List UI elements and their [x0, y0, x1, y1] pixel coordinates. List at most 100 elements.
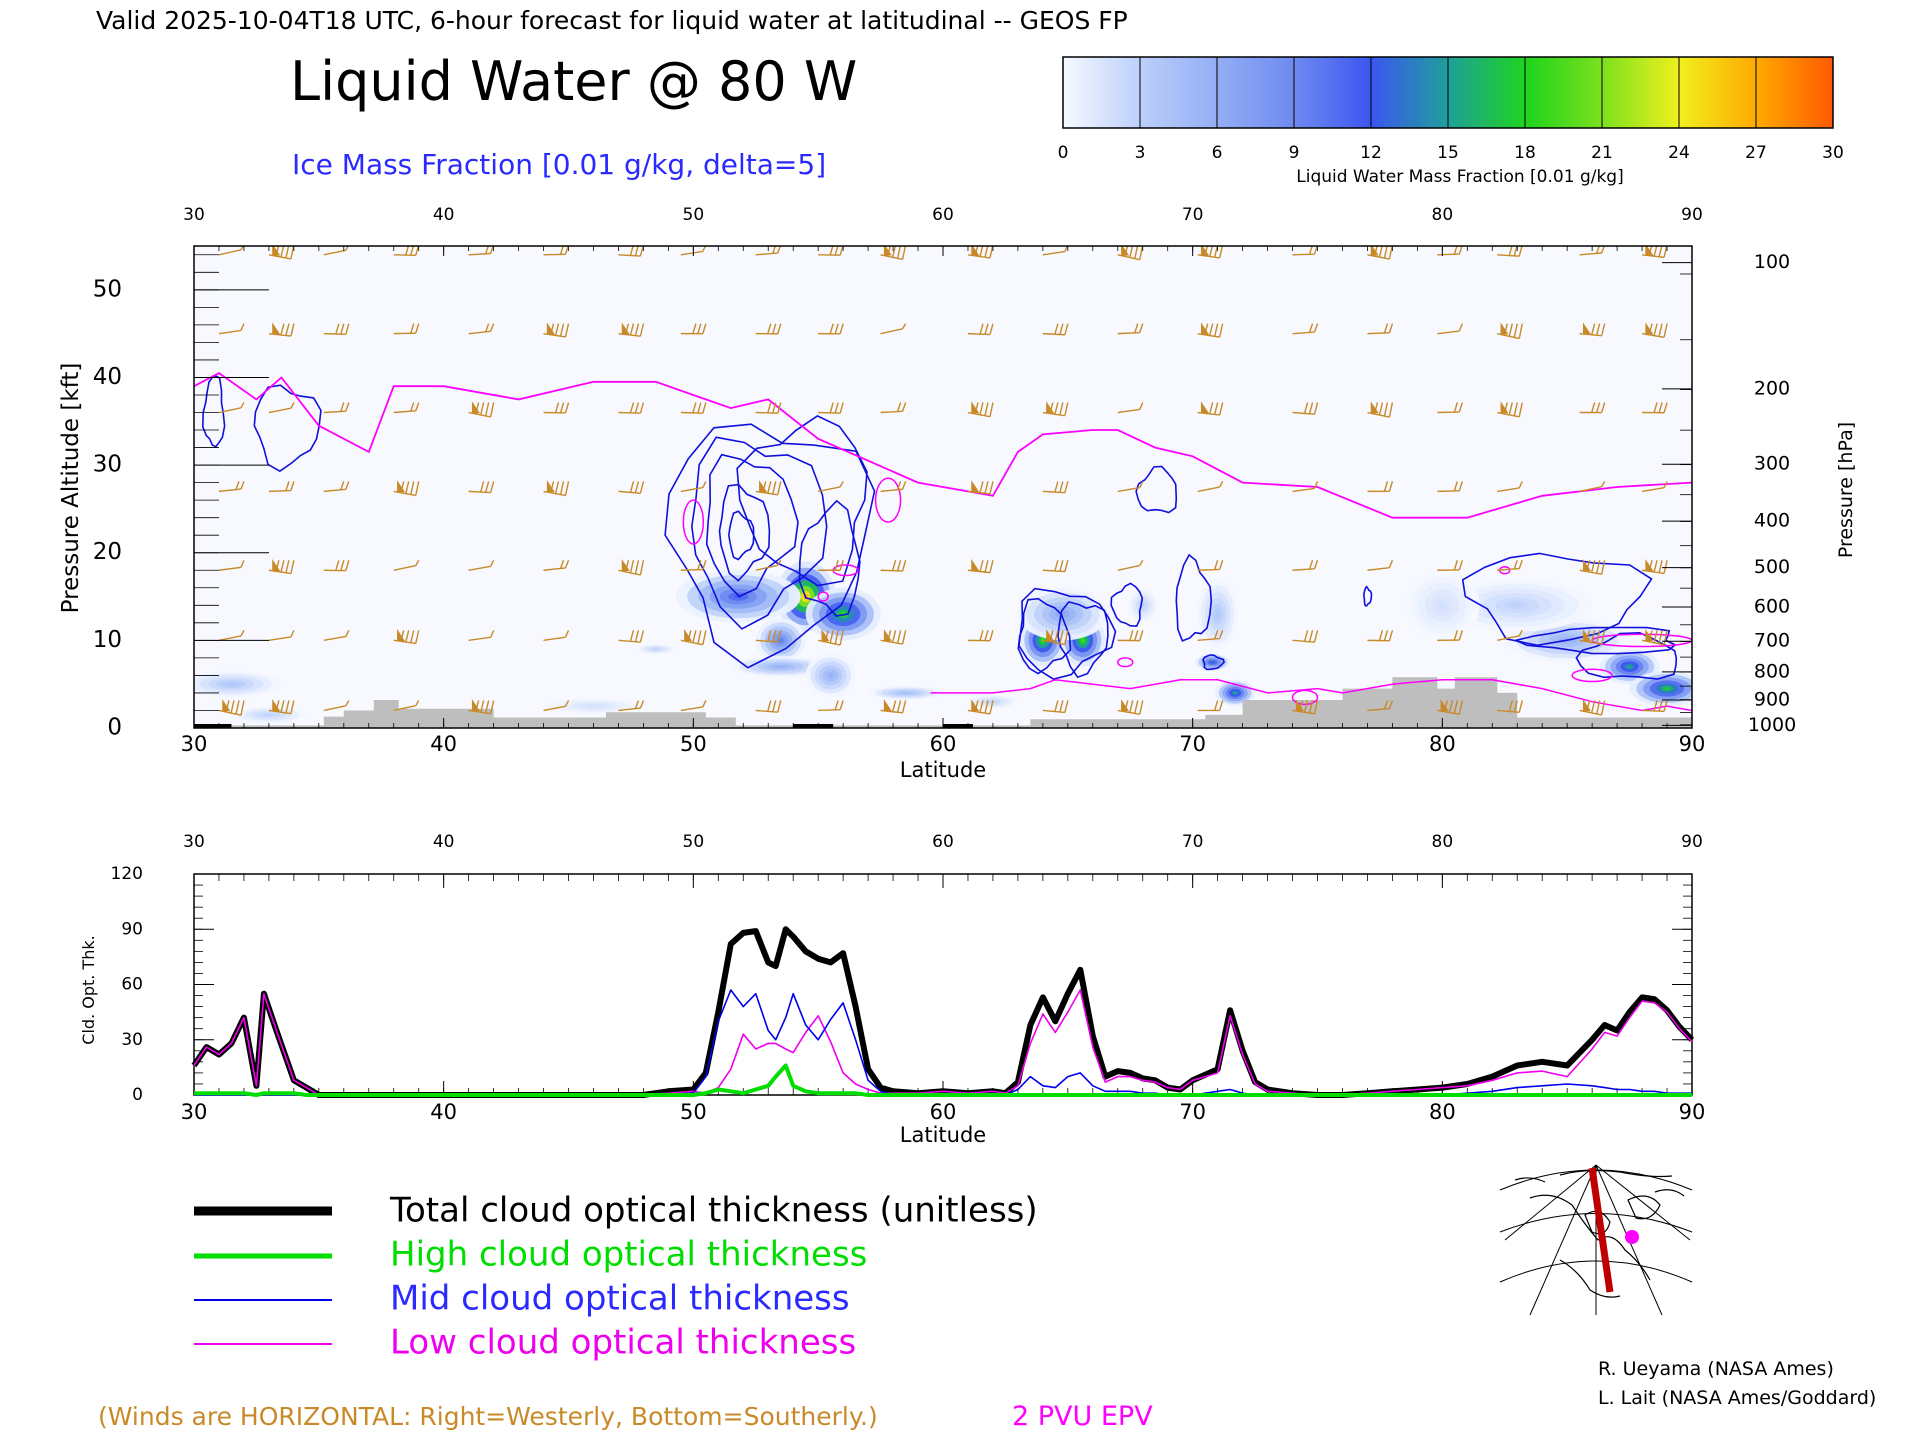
main-ytick-label: 0 — [107, 715, 122, 741]
wind-barb-feather — [1303, 630, 1309, 642]
wind-barb-shaft — [218, 488, 242, 493]
wind-barb-feather — [489, 630, 495, 638]
wind-barb — [755, 630, 782, 643]
wind-barb-feather — [979, 700, 984, 713]
wind-barb-pennant — [1582, 629, 1591, 642]
wind-barb-feather — [1134, 700, 1139, 714]
wind-barb-shaft — [618, 254, 641, 257]
credit-line-1: R. Ueyama (NASA Ames) — [1598, 1358, 1834, 1380]
lower-frame — [193, 873, 1693, 1096]
wind-barb — [543, 402, 570, 414]
wind-barb-pennant — [397, 480, 406, 493]
wind-barb — [1437, 560, 1464, 571]
wind-barb-feather — [1653, 323, 1658, 336]
wind-barb-feather — [1663, 323, 1668, 338]
wind-barb-feather — [697, 323, 702, 334]
wind-barb-shaft — [1292, 639, 1315, 643]
wind-barb — [468, 559, 495, 571]
wind-barb-feather — [1653, 560, 1658, 573]
lower-ytick-label: 60 — [121, 975, 143, 995]
wind-barb-feather — [1383, 246, 1388, 259]
lower-xlabel: Latitude — [900, 1123, 986, 1147]
lower-axes: 30 30 40 40 50 50 60 60 70 70 80 80 90 90 0 30 60 90 120 — [111, 832, 1706, 1124]
north-polar-map-icon — [1495, 1162, 1697, 1316]
wind-barb-shaft — [1497, 332, 1520, 340]
wind-barb-feather — [1388, 481, 1394, 492]
wind-barb-feather — [559, 560, 565, 569]
wind-barb-feather — [834, 630, 839, 645]
wind-barb-feather — [834, 402, 839, 414]
wind-barb-feather — [1313, 402, 1319, 415]
ice-contour — [1363, 585, 1373, 607]
wind-barb-feather — [240, 700, 245, 716]
wind-barb-feather — [1218, 402, 1224, 416]
wind-barb — [323, 630, 350, 642]
wind-barb — [543, 480, 570, 497]
wind-barb-feather — [891, 700, 897, 713]
wind-barb-feather — [564, 559, 570, 569]
wind-barb-feather — [564, 402, 570, 414]
wind-barb-shaft — [468, 490, 491, 494]
wind-barb-feather — [1064, 481, 1069, 493]
wind-barb — [1437, 630, 1464, 642]
wind-barb-feather — [564, 700, 570, 707]
wind-barb-feather — [1064, 700, 1069, 713]
wind-barb-shaft — [1117, 254, 1140, 261]
wind-barb-feather — [490, 559, 495, 567]
wind-barb — [1117, 323, 1144, 335]
wind-barb-feather — [1458, 481, 1464, 492]
wind-barb-feather — [979, 323, 984, 335]
wind-barb-feather — [1388, 246, 1393, 260]
wind-barb-feather — [989, 560, 994, 573]
wind-barb-feather — [702, 560, 707, 570]
wind-barb — [1197, 630, 1224, 642]
wind-barb-feather — [989, 323, 994, 335]
wind-barb-feather — [772, 700, 777, 713]
wind-barb-shaft — [680, 568, 703, 571]
wind-barb-feather — [896, 700, 902, 713]
wind-barb-shaft — [680, 639, 703, 646]
wind-barb-shaft — [468, 330, 491, 335]
wind-barb-feather — [639, 560, 645, 576]
wind-barb-feather — [1308, 402, 1314, 415]
wind-barb-feather — [639, 630, 645, 643]
wind-barb-feather — [896, 481, 902, 490]
wind-barb-feather — [1388, 402, 1394, 418]
wind-barb-pennant — [883, 246, 892, 256]
wind-barb-shaft — [618, 411, 641, 414]
main-xtick-label-top: 90 — [1681, 205, 1703, 225]
main-xtick-label: 90 — [1679, 732, 1706, 756]
wind-barb-shaft — [1579, 252, 1602, 256]
wind-barb-feather — [1518, 700, 1523, 713]
wind-barb-feather — [1129, 246, 1134, 258]
wind-barb-feather — [1129, 700, 1134, 713]
wind-barb-feather — [1458, 402, 1464, 413]
wind-barb-feather — [1388, 700, 1394, 709]
wind-barb-feather — [1054, 402, 1059, 415]
wind-barb — [323, 700, 350, 712]
wind-barb-feather — [340, 323, 345, 335]
ice-contours — [201, 374, 1678, 680]
wind-barb-feather — [896, 402, 902, 412]
wind-barb — [268, 322, 295, 337]
wind-barb — [543, 700, 570, 712]
wind-barb-pennant — [971, 480, 980, 493]
wind-barb-shaft — [1117, 487, 1140, 493]
wind-barb-feather — [834, 323, 839, 335]
wind-barb-shaft — [755, 639, 778, 643]
lower-xtick-label-top: 90 — [1681, 832, 1703, 852]
legend-label-mid: Mid cloud optical thickness — [390, 1279, 850, 1319]
wind-barb-pennant — [1582, 558, 1591, 571]
wind-barb-shaft — [268, 489, 291, 493]
wind-barb-feather — [1308, 560, 1314, 570]
wind-barb — [967, 480, 994, 495]
wind-barb-feather — [629, 402, 635, 414]
wind-barb — [1117, 559, 1144, 571]
wind-barb-feather — [345, 560, 350, 571]
wind-barb-feather — [285, 700, 290, 714]
wind-barb-feather — [692, 323, 697, 334]
wind-barb-feather — [989, 402, 994, 417]
liquid-water-blob — [805, 653, 856, 698]
wind-barb — [818, 481, 844, 493]
wind-barb — [1642, 402, 1668, 414]
